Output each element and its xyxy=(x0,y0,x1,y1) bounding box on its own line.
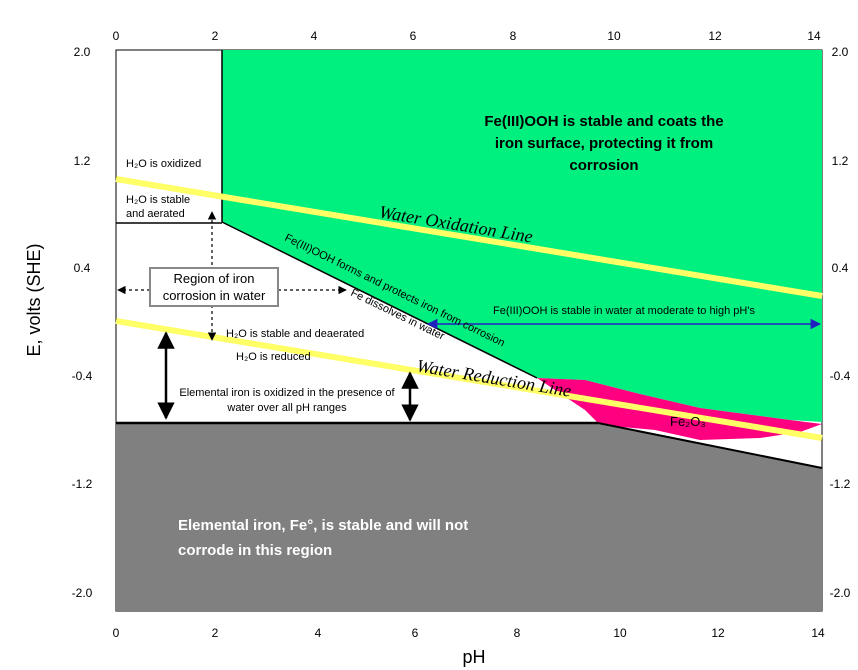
y-tick-right: -2.0 xyxy=(830,586,851,600)
fe2o3-label: Fe₂O₃ xyxy=(670,414,706,429)
y-ticks-left: 2.0 1.2 0.4 -0.4 -1.2 -2.0 xyxy=(72,45,93,600)
elemental-stable-label-1: Elemental iron, Fe°, is stable and will … xyxy=(178,517,468,534)
y-tick-right: -1.2 xyxy=(830,477,851,491)
y-tick-left: -0.4 xyxy=(72,369,93,383)
elemental-oxidized-label-1: Elemental iron is oxidized in the presen… xyxy=(179,387,395,399)
x-tick-top: 8 xyxy=(510,29,517,43)
x-ticks-top: 0 2 4 6 8 10 12 14 xyxy=(113,29,821,43)
y-tick-right: -0.4 xyxy=(830,369,851,383)
x-tick-bottom: 2 xyxy=(212,626,219,640)
x-tick-top: 4 xyxy=(311,29,318,43)
h2o-stable-aerated-label-1: H₂O is stable xyxy=(126,194,190,206)
x-tick-top: 10 xyxy=(607,29,621,43)
x-tick-bottom: 14 xyxy=(811,626,825,640)
y-tick-right: 2.0 xyxy=(832,45,849,59)
region-box-line-2: corrosion in water xyxy=(163,288,266,303)
y-tick-right: 1.2 xyxy=(832,154,849,168)
y-tick-left: 2.0 xyxy=(74,45,91,59)
h2o-stable-aerated-label-2: and aerated xyxy=(126,208,185,220)
feooh-moderate-label: Fe(III)OOH is stable in water at moderat… xyxy=(493,305,755,317)
x-tick-top: 0 xyxy=(113,29,120,43)
y-tick-left: -2.0 xyxy=(72,586,93,600)
h2o-oxidized-label: H₂O is oxidized xyxy=(126,158,201,170)
feooh-stable-label-3: corrosion xyxy=(569,157,638,174)
y-tick-right: 0.4 xyxy=(832,261,849,275)
y-tick-left: -1.2 xyxy=(72,477,93,491)
x-tick-bottom: 8 xyxy=(514,626,521,640)
x-tick-bottom: 6 xyxy=(412,626,419,640)
feooh-stable-label-1: Fe(III)OOH is stable and coats the xyxy=(484,113,723,130)
y-tick-left: 0.4 xyxy=(74,261,91,275)
h2o-reduced-label: H₂O is reduced xyxy=(236,351,311,363)
x-tick-bottom: 12 xyxy=(711,626,725,640)
x-tick-bottom: 0 xyxy=(113,626,120,640)
x-tick-top: 12 xyxy=(708,29,722,43)
y-axis-title: E, volts (SHE) xyxy=(24,243,44,356)
feooh-stable-label-2: iron surface, protecting it from xyxy=(495,135,713,152)
x-tick-bottom: 4 xyxy=(315,626,322,640)
x-ticks-bottom: 0 2 4 6 8 10 12 14 xyxy=(113,626,825,640)
h2o-stable-deaerated-label: H₂O is stable and deaerated xyxy=(226,328,364,340)
y-ticks-right: 2.0 1.2 0.4 -0.4 -1.2 -2.0 xyxy=(830,45,851,600)
x-tick-top: 2 xyxy=(212,29,219,43)
x-tick-bottom: 10 xyxy=(613,626,627,640)
x-axis-title: pH xyxy=(462,647,485,667)
elemental-oxidized-label-2: water over all pH ranges xyxy=(226,402,347,414)
y-tick-left: 1.2 xyxy=(74,154,91,168)
x-tick-top: 6 xyxy=(410,29,417,43)
x-tick-top: 14 xyxy=(807,29,821,43)
elemental-stable-label-2: corrode in this region xyxy=(178,542,332,559)
region-box-line-1: Region of iron xyxy=(174,271,255,286)
